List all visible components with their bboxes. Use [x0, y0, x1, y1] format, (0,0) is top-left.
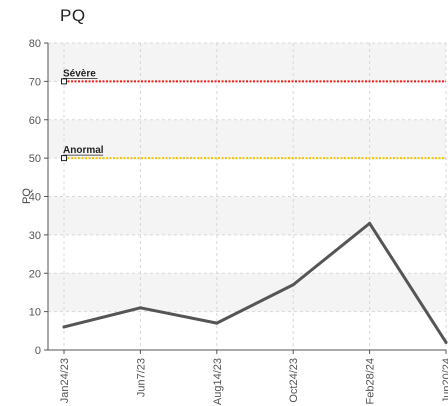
x-tick-label: Feb28/24 [365, 358, 377, 404]
background-band [48, 119, 446, 159]
y-tick-label: 70 [29, 76, 41, 88]
series-line [62, 221, 448, 344]
data-point [215, 321, 219, 325]
y-tick-label: 30 [29, 230, 41, 242]
reference-lines: Sévère Anormal [61, 68, 446, 162]
x-tick-label: Jun7/23 [135, 358, 147, 397]
x-tick-label: Oct24/23 [288, 358, 300, 403]
x-tick-label: Jun20/24 [441, 358, 448, 403]
y-tick-label: 50 [29, 153, 41, 165]
data-point [444, 340, 448, 344]
y-tick-label: 20 [29, 268, 41, 280]
data-point [291, 283, 295, 287]
y-tick-label: 40 [29, 192, 41, 204]
reference-label: Anormal [63, 145, 104, 156]
y-tick-label: 60 [29, 115, 41, 127]
y-tick-label: 80 [29, 38, 41, 50]
data-point [368, 221, 372, 225]
background-band [48, 273, 446, 312]
reference-label: Sévère [63, 68, 96, 79]
background-band [48, 43, 446, 82]
data-series [62, 221, 448, 344]
reference-marker [61, 78, 67, 85]
background-bands [48, 43, 446, 312]
data-point [62, 325, 66, 329]
y-tick-label: 10 [29, 307, 41, 319]
y-tick-label: 0 [35, 345, 41, 357]
y-axis-title: PQ [21, 188, 33, 204]
axes: 0 10 20 30 40 50 60 70 80 Jan24/23 Jun7/23 Aug14/23… [29, 38, 448, 405]
reference-marker [61, 155, 67, 162]
x-tick-label: Jan24/23 [59, 358, 71, 403]
background-band [48, 196, 446, 235]
chart-title: PQ [60, 6, 86, 25]
x-tick-label: Aug14/23 [212, 358, 224, 405]
data-point [138, 306, 142, 310]
